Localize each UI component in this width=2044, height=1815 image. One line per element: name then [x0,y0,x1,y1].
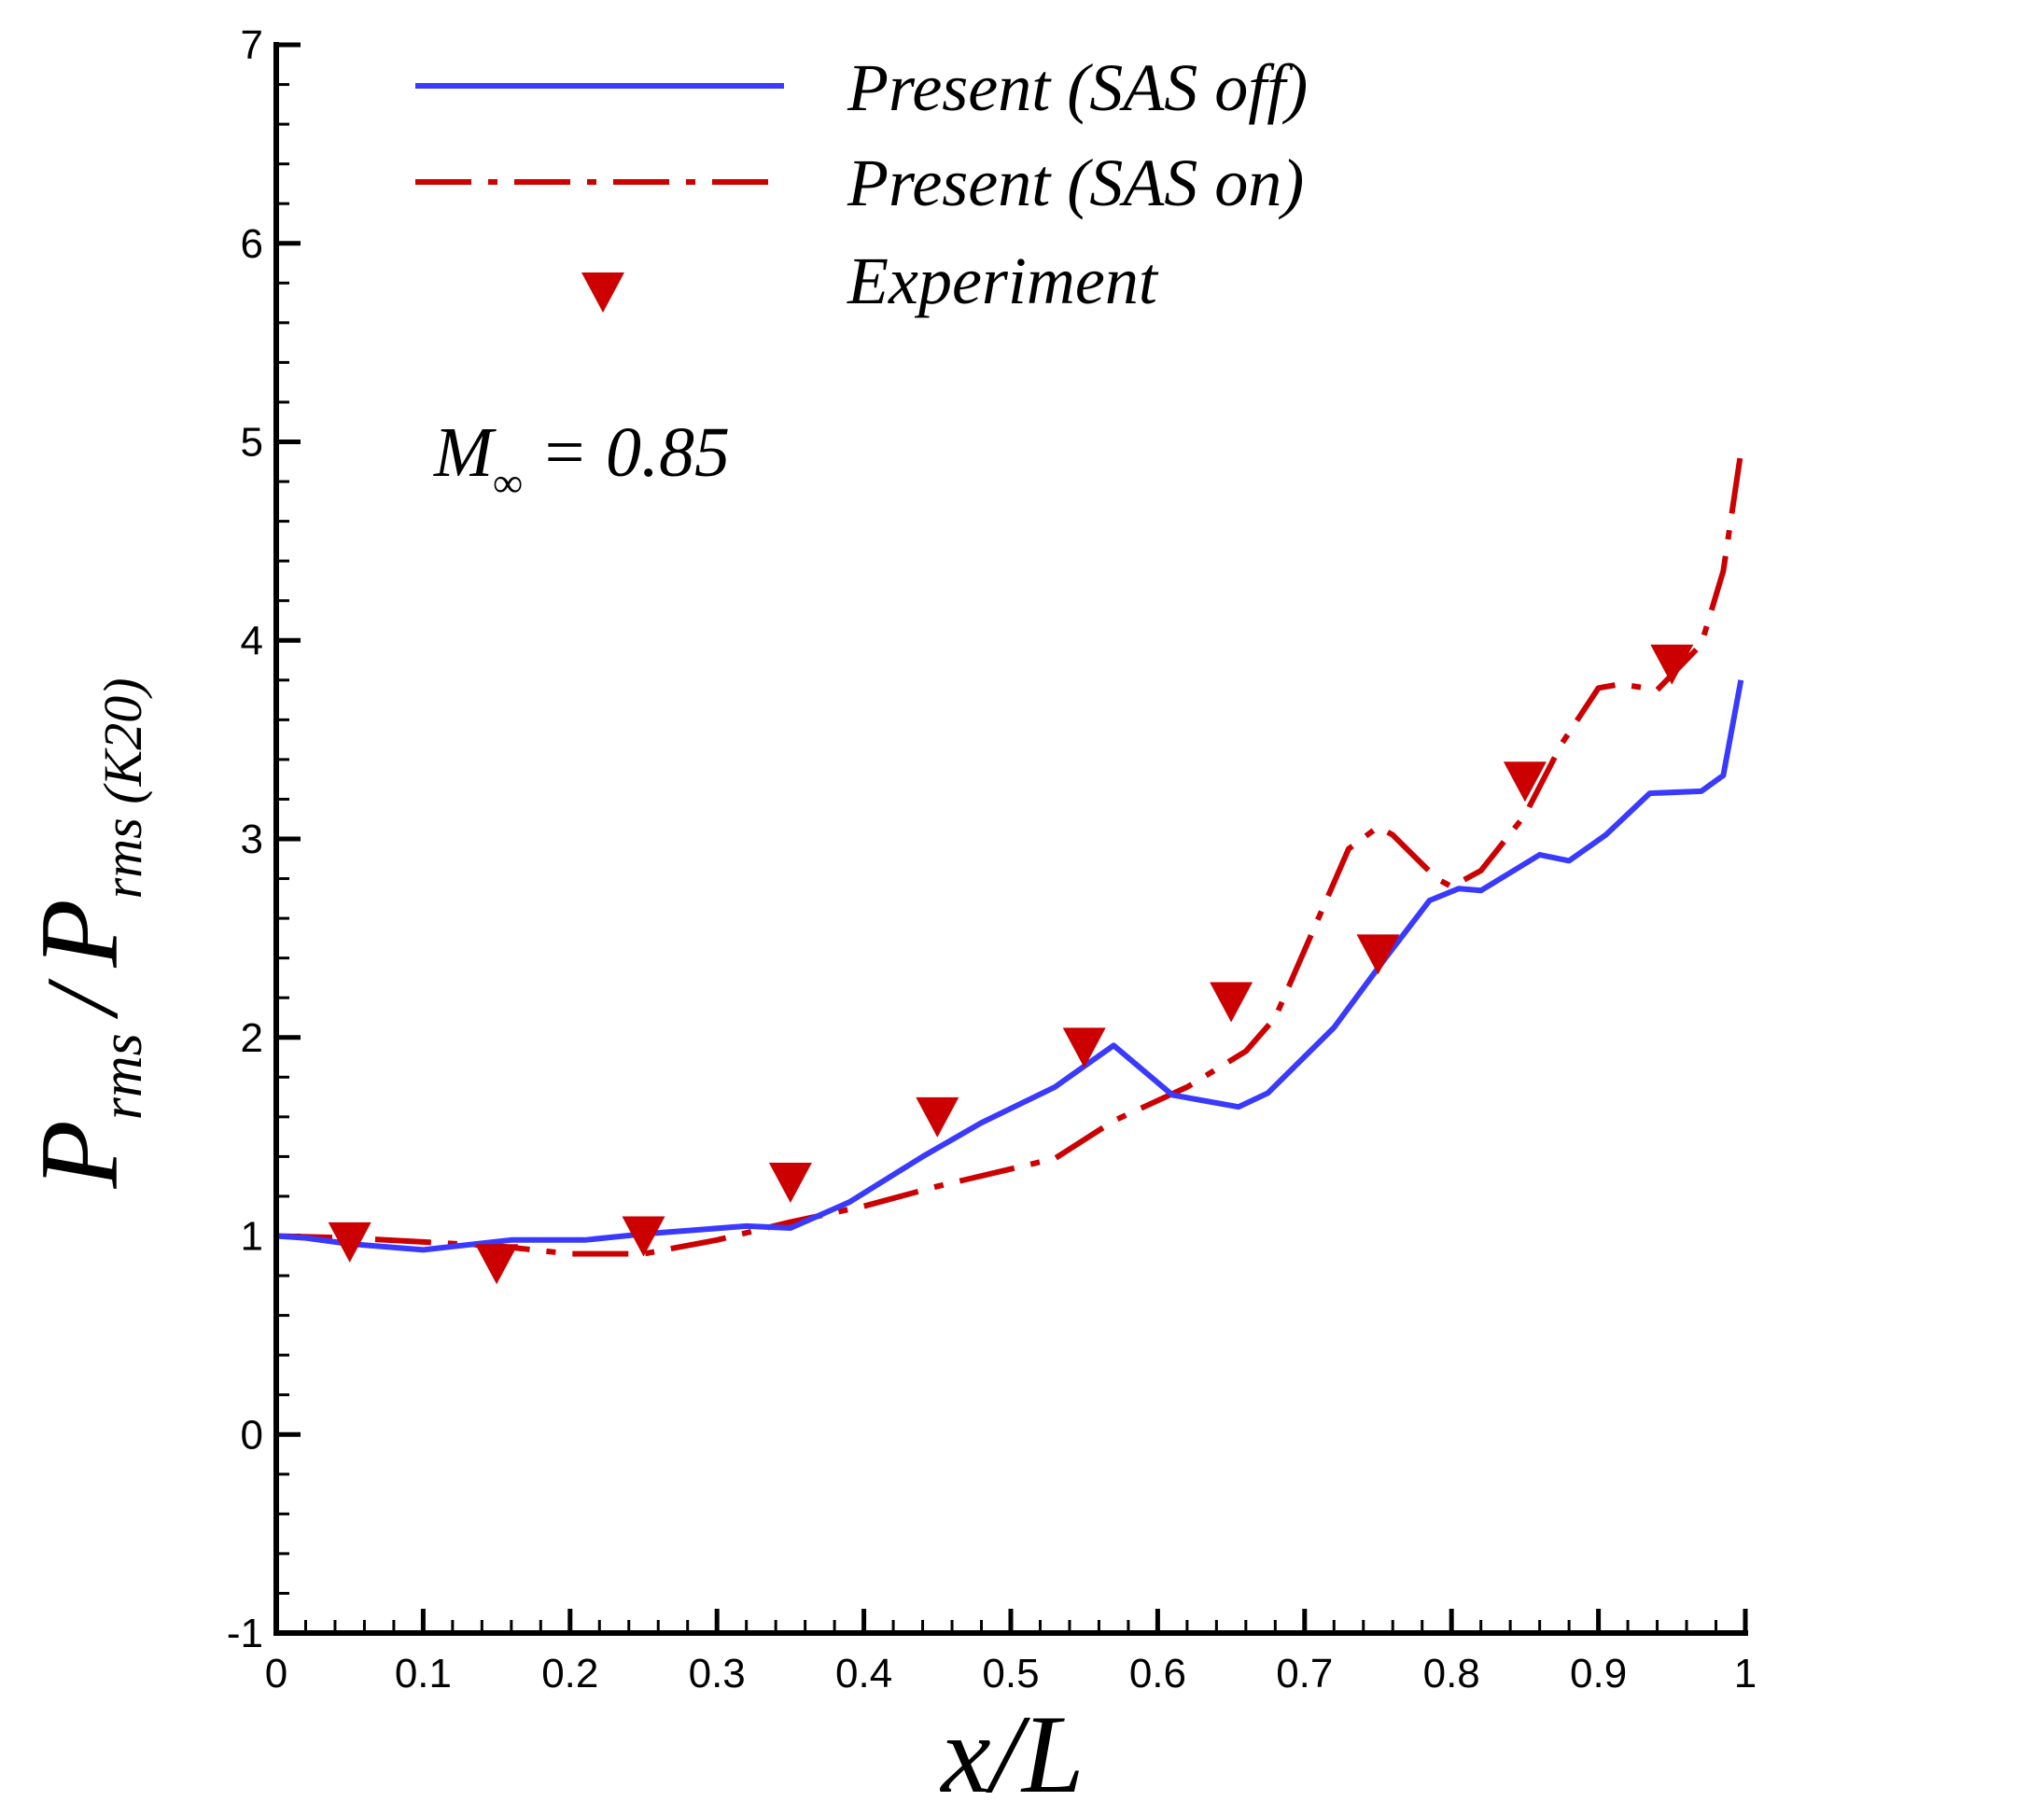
mach-annotation-sub: ∞ [493,460,522,506]
mach-annotation: M∞ = 0.85 [433,413,730,506]
y-tick-label: 6 [241,221,263,267]
y-axis-ticks: -1 0 1 2 3 4 5 6 7 [227,22,301,1656]
y-title-den-base: P [17,899,141,968]
x-tick-label: 0.4 [835,1651,892,1696]
experiment-marker [328,1222,371,1263]
x-tick-label: 0.3 [689,1651,746,1696]
experiment-marker [1503,761,1547,803]
y-tick-label: 7 [241,22,263,68]
y-tick-label: -1 [227,1611,263,1656]
legend-label-experiment: Experiment [847,244,1159,318]
x-tick-label: 0.2 [541,1651,598,1696]
x-axis-title: x/L [939,1692,1084,1815]
y-tick-label: 1 [241,1214,263,1260]
legend-label-sas-on: Present (SAS on) [847,146,1304,220]
x-tick-label: 1 [1734,1651,1757,1696]
x-tick-label: 0.7 [1276,1651,1333,1696]
y-tick-label: 4 [241,618,263,663]
experiment-marker [475,1244,519,1285]
experiment-marker [768,1163,812,1204]
y-title-slash: / [25,978,139,1020]
legend: Present (SAS off) Present (SAS on) Exper… [415,50,1308,318]
series-line-sas-on [275,451,1744,1257]
experiment-marker [622,1216,665,1257]
x-tick-label: 0.1 [395,1651,452,1696]
y-tick-label: 3 [241,817,263,862]
experiment-marker [1356,934,1400,975]
y-title-num-base: P [17,1120,141,1189]
x-tick-label: 0.6 [1129,1651,1186,1696]
legend-marker-experiment [581,272,624,313]
y-tick-label: 5 [241,420,263,466]
experiment-marker [1650,644,1694,685]
mach-annotation-rest: = 0.85 [523,413,730,492]
x-tick-label: 0.8 [1423,1651,1480,1696]
series-line-sas-off [275,679,1744,1253]
experiment-marker [1062,1027,1106,1068]
mach-annotation-base: M [433,413,497,492]
y-tick-label: 2 [241,1015,263,1061]
x-tick-label: 0.5 [982,1651,1039,1696]
y-title-den-sub: rms (K20) [92,677,153,899]
y-tick-label: 0 [241,1412,263,1458]
y-axis-title: Prms / Prms (K20) [17,677,154,1189]
series-layer [275,451,1744,1285]
experiment-marker [1210,982,1253,1023]
x-tick-label: 0.9 [1570,1651,1627,1696]
legend-label-sas-off: Present (SAS off) [847,50,1308,125]
y-title-num-sub: rms [91,1033,154,1120]
x-axis-ticks: 0 0.1 0.2 0.3 0.4 0.5 0.6 0.7 0.8 0.9 1 [265,1609,1757,1696]
experiment-marker [916,1096,959,1138]
x-tick-label: 0 [265,1651,287,1696]
